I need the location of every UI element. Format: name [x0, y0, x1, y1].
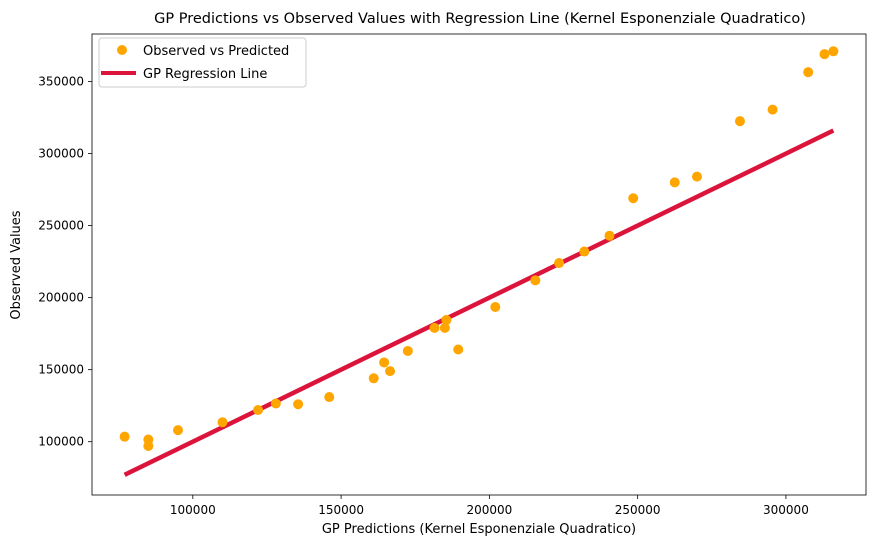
scatter-point [691, 171, 702, 182]
scatter-point [379, 357, 390, 368]
x-tick-label: 100000 [170, 503, 216, 517]
scatter-point [530, 275, 541, 286]
scatter-point [217, 417, 228, 428]
scatter-point [554, 258, 565, 269]
scatter-point [441, 314, 452, 325]
x-axis-label: GP Predictions (Kernel Esponenziale Quad… [322, 522, 636, 537]
plot-area [91, 33, 867, 496]
scatter-point [385, 366, 396, 377]
y-tick-label: 350000 [38, 75, 84, 89]
x-tick-label: 200000 [466, 503, 512, 517]
scatter-point [402, 345, 413, 356]
scatter-point [628, 193, 639, 204]
x-tick-label: 150000 [318, 503, 364, 517]
scatter-point [368, 373, 379, 384]
scatter-point [324, 392, 335, 403]
scatter-points-layer [119, 46, 839, 452]
scatter-point [604, 230, 615, 241]
x-tick-label: 300000 [763, 503, 809, 517]
y-axis-label: Observed Values [9, 210, 24, 319]
scatter-point [293, 399, 304, 410]
scatter-point [734, 116, 745, 127]
scatter-point [119, 431, 130, 442]
legend: Observed vs Predicted GP Regression Line [98, 37, 307, 88]
y-tick-label: 250000 [38, 219, 84, 233]
y-tick-label: 300000 [38, 147, 84, 161]
scatter-point [819, 49, 830, 60]
scatter-point [173, 425, 183, 436]
scatter-point [767, 104, 778, 115]
x-axis-ticks: 100000 150000 200000 250000 300000 [170, 495, 809, 517]
scatter-point [669, 177, 680, 188]
scatter-point [429, 322, 440, 333]
y-axis-ticks: 100000 150000 200000 250000 300000 350000 [38, 75, 92, 449]
legend-label-line: GP Regression Line [143, 67, 267, 82]
regression-line [123, 128, 835, 477]
scatter-point [579, 246, 590, 257]
y-tick-label: 150000 [38, 363, 84, 377]
legend-label-scatter: Observed vs Predicted [143, 44, 289, 59]
scatter-point [143, 441, 154, 452]
scatter-point [828, 46, 839, 57]
y-tick-label: 100000 [38, 435, 84, 449]
y-tick-label: 200000 [38, 291, 84, 305]
chart-title: GP Predictions vs Observed Values with R… [154, 11, 806, 27]
legend-scatter-marker [117, 45, 127, 55]
scatter-point [253, 405, 264, 416]
scatter-point [453, 344, 464, 355]
scatter-point [439, 322, 450, 333]
scatter-point [490, 301, 501, 312]
scatter-point [270, 398, 281, 409]
scatter-point [803, 67, 814, 78]
x-tick-label: 250000 [615, 503, 661, 517]
legend-box [98, 37, 307, 88]
regression-line-layer [123, 128, 835, 477]
